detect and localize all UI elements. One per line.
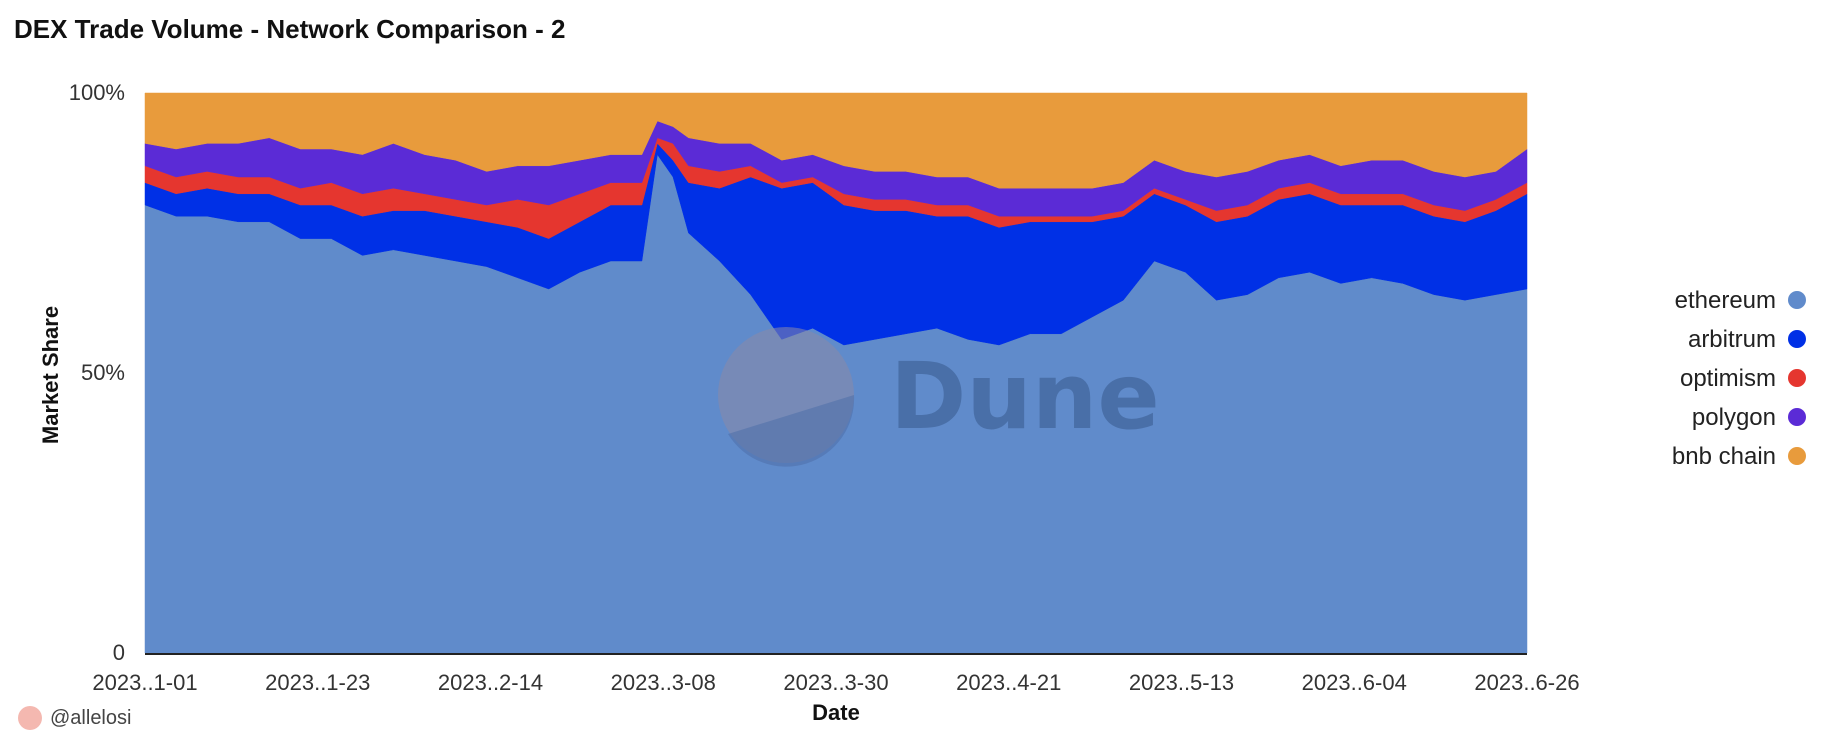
legend-label: ethereum (1675, 287, 1776, 314)
legend-label: arbitrum (1688, 326, 1776, 353)
x-tick-label: 2023..1-23 (265, 670, 370, 695)
x-tick-label: 2023..2-14 (438, 670, 543, 695)
axes: 0 50% 100% 2023..1-01 2023..1-23 2023..2-14 20… (69, 80, 1580, 695)
x-tick-label: 2023..5-13 (1129, 670, 1234, 695)
legend-marker-icon (1788, 330, 1806, 348)
y-tick-label: 50% (81, 360, 125, 385)
x-tick-label: 2023..4-21 (956, 670, 1061, 695)
chart-title: DEX Trade Volume - Network Comparison - … (14, 14, 566, 44)
y-tick-label: 0 (113, 640, 125, 665)
y-tick-label: 100% (69, 80, 125, 105)
x-axis-title: Date (812, 700, 860, 725)
y-axis-title: Market Share (38, 306, 63, 444)
series-area-bnb-chain (144, 92, 1528, 189)
x-tick-label: 2023..1-01 (92, 670, 197, 695)
avatar (18, 706, 42, 730)
dune-watermark-text: Dune (890, 343, 1160, 450)
legend-label: polygon (1692, 404, 1776, 431)
x-tick-label: 2023..6-04 (1302, 670, 1407, 695)
author-name[interactable]: @allelosi (50, 706, 132, 729)
dune-watermark: Dune (718, 327, 1160, 467)
legend-marker-icon (1788, 408, 1806, 426)
x-tick-label: 2023..3-08 (611, 670, 716, 695)
legend-label: bnb chain (1672, 443, 1776, 470)
author-credit: @allelosi (18, 706, 131, 730)
x-tick-label: 2023..3-30 (783, 670, 888, 695)
legend-marker-icon (1788, 291, 1806, 309)
legend-marker-icon (1788, 369, 1806, 387)
dune-logo-slice (728, 395, 855, 467)
legend: ethereum arbitrum optimism polygon bnb chain (1672, 287, 1806, 470)
x-tick-label: 2023..6-26 (1474, 670, 1579, 695)
legend-label: optimism (1680, 365, 1776, 392)
legend-marker-icon (1788, 447, 1806, 465)
